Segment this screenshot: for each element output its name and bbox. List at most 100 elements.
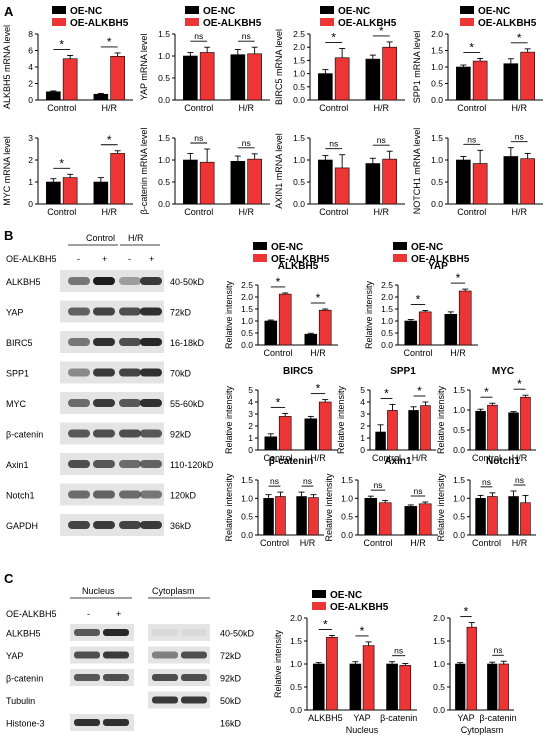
bar-oe-nc (46, 181, 61, 205)
sig-ns: ns (242, 138, 251, 148)
blot-band (152, 696, 178, 704)
blot-band (181, 674, 207, 681)
blot-strip (70, 646, 134, 664)
y-tick-label: 5 (248, 385, 253, 395)
group-label-cytoplasm: Cytoplasm (152, 586, 195, 596)
y-axis-label: Relative intensity (336, 385, 346, 454)
y-tick-label: 0.5 (158, 177, 170, 187)
y-tick-label: 0 (28, 199, 33, 209)
y-tick-label: 8 (28, 29, 33, 39)
y-tick-label: 1.0 (453, 405, 465, 415)
blot-c-header: Nucleus Cytoplasm OE-ALKBH5 - + (6, 586, 210, 619)
y-tick-label: 0.5 (381, 328, 393, 338)
bar-oe-nc (365, 58, 381, 101)
y-tick-label: 0 (248, 445, 253, 455)
bar-oe-nc (230, 161, 246, 205)
protein-label: MYC (6, 399, 27, 409)
legend-swatch-nc (393, 242, 407, 250)
y-tick-label: 0.5 (431, 79, 443, 89)
y-axis-label: Relative intensity (436, 473, 446, 542)
y-axis-label: SPP1 mRNA level (412, 31, 422, 104)
y-axis-label: Relative intensity (436, 385, 446, 454)
chart-title: BIRC5 (283, 366, 313, 377)
y-tick-label: 1.0 (241, 493, 253, 503)
legend-label-alk: OE-ALKBH5 (478, 18, 537, 29)
y-tick-label: 0.0 (293, 199, 305, 209)
blot-band (68, 338, 90, 346)
bar-oe-nc (475, 498, 486, 536)
lane-sign: - (128, 254, 131, 264)
bar-oe-nc (408, 410, 419, 451)
legend-label-nc: OE-NC (478, 6, 510, 17)
y-tick-label: 1.5 (341, 475, 353, 485)
y-axis-label: NOTCH1 mRNA level (412, 128, 422, 215)
blot-band (140, 307, 162, 316)
blot-band (152, 674, 178, 681)
y-tick-label: 4 (360, 397, 365, 407)
protein-label: YAP (6, 308, 23, 318)
chart-title: MYC (492, 366, 514, 377)
y-tick-label: 2 (248, 421, 253, 431)
bar-oe-alkbh5 (110, 153, 125, 205)
protein-label: BIRC5 (6, 338, 33, 348)
blot-row: YAP 72kD (6, 646, 242, 664)
x-tick-label: H/R (300, 538, 316, 548)
bar-oe-nc (318, 73, 333, 101)
sig-star: * (417, 384, 422, 398)
y-tick-label: 2 (28, 79, 33, 89)
bar-oe-alkbh5 (334, 167, 350, 205)
bar-oe-alkbh5 (418, 311, 432, 346)
y-tick-label: 2.5 (241, 280, 253, 290)
kd-label: 50kD (220, 696, 242, 706)
lane-sign: - (77, 254, 80, 264)
legend-label-alk: OE-ALKBH5 (330, 602, 389, 613)
bar-oe-alkbh5 (308, 497, 319, 536)
kd-label: 36kD (170, 521, 192, 531)
y-axis-label: Relative intensity (224, 280, 234, 349)
y-tick-label: 1 (360, 433, 365, 443)
protein-label: Axin1 (6, 460, 29, 470)
bar-oe-alkbh5 (378, 502, 392, 536)
lane-sign: + (149, 254, 154, 264)
y-axis-label: BIRC5 mRNA level (274, 29, 284, 105)
y-tick-label: 1.0 (433, 659, 445, 669)
x-tick-label: Control (457, 103, 486, 113)
blot-band (74, 629, 100, 636)
panel-label-a: A (4, 4, 14, 19)
blot-band (93, 399, 115, 407)
x-tick-label: β-catenin (380, 713, 417, 723)
sig-star: * (316, 382, 321, 396)
bar-oe-alkbh5 (520, 51, 535, 101)
blot-band (93, 368, 115, 377)
y-tick-label: 0.0 (453, 445, 465, 455)
legend-swatch-nc (320, 6, 334, 14)
blot-band (119, 368, 141, 377)
blot-row: GAPDH 36kD (6, 514, 192, 536)
x-tick-label: H/R (512, 538, 528, 548)
bar-oe-alkbh5 (487, 404, 498, 451)
blot-row: Notch1 120kD (6, 483, 197, 506)
legend-swatch-nc (460, 6, 474, 14)
blot-band (119, 490, 141, 499)
blot-row: YAP 72kD (6, 300, 192, 323)
lane-sign: - (87, 609, 90, 619)
legend-label-nc: OE-NC (411, 242, 443, 253)
sig-ns: ns (494, 645, 503, 655)
blot-b-header: Control H/R OE-ALKBH5 - + - + (6, 233, 160, 264)
blot-band (93, 521, 115, 529)
x-tick-label: Control (184, 103, 213, 113)
chart-a-birc5: 0.0 0.5 1.0 1.5 2.0 2.5 BIRC5 mRNA level Contro… (274, 24, 405, 113)
y-tick-label: 1.0 (290, 659, 302, 669)
legend-label-nc: OE-NC (338, 6, 370, 17)
protein-label: SPP1 (6, 369, 29, 379)
bar-oe-nc (312, 663, 325, 711)
x-tick-label: H/R (512, 207, 528, 217)
y-tick-label: 0.0 (241, 530, 253, 540)
sig-ns: ns (242, 31, 251, 41)
legend-swatch-alk (253, 254, 267, 262)
blot-band (68, 521, 90, 529)
sig-ns: ns (194, 31, 203, 41)
bar-oe-alkbh5 (498, 663, 509, 711)
